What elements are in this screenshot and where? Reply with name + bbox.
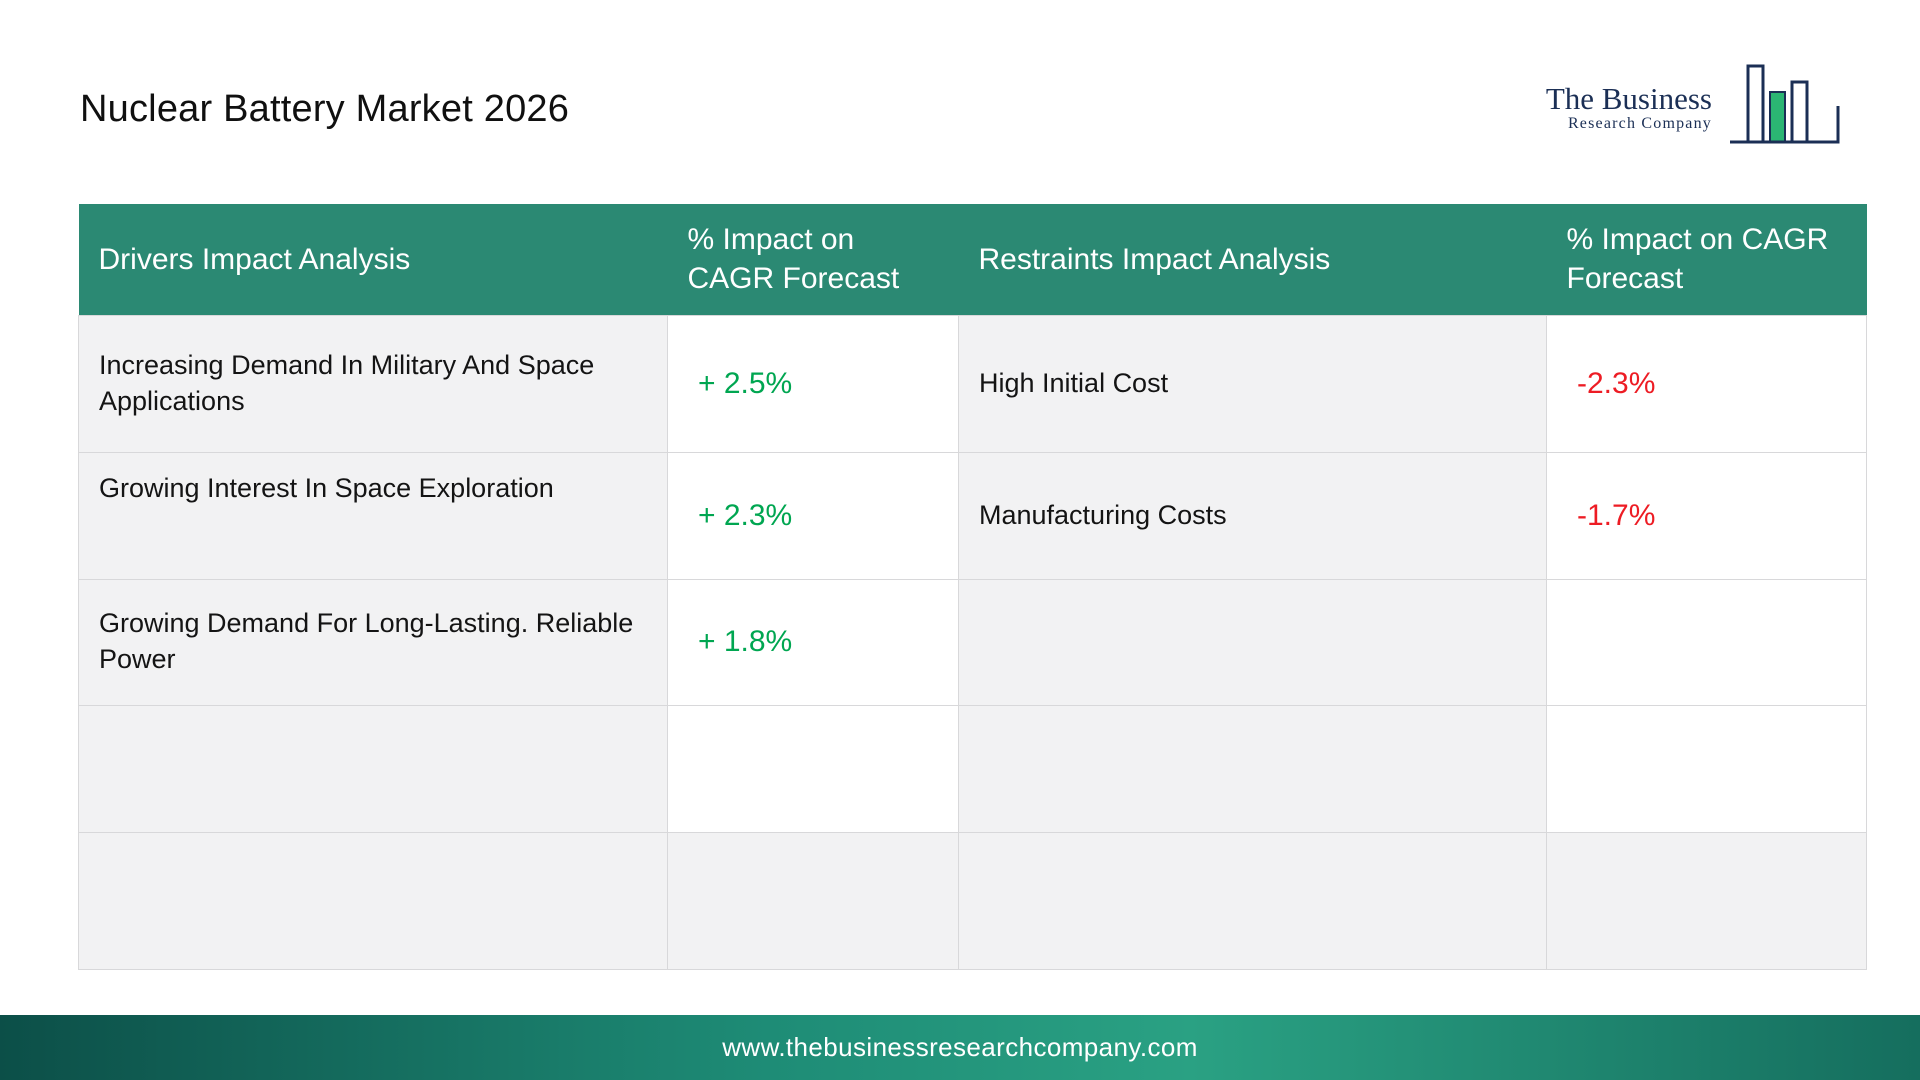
driver-cell: Growing Interest In Space Exploration (78, 451, 668, 580)
restraint-cell (958, 578, 1547, 706)
company-logo: The Business Research Company (1546, 62, 1840, 154)
driver-impact-cell: + 2.3% (667, 451, 959, 580)
driver-impact-cell: + 2.5% (667, 314, 959, 453)
driver-impact-cell (667, 831, 959, 970)
logo-line2: Research Company (1567, 114, 1712, 132)
table-row: Increasing Demand In Military And Space … (78, 314, 1867, 453)
driver-impact-cell (667, 704, 959, 833)
footer-url-link[interactable]: www.thebusinessresearchcompany.com (722, 1032, 1198, 1062)
restraint-cell (958, 704, 1547, 833)
col-header-restraints: Restraints Impact Analysis (958, 204, 1547, 315)
restraint-impact-cell (1546, 704, 1867, 833)
table-row (78, 831, 1867, 970)
company-logo-wordmark: The Business Research Company (1546, 83, 1712, 132)
driver-cell: Growing Demand For Long-Lasting. Reliabl… (78, 578, 668, 706)
restraint-impact-cell (1546, 578, 1867, 706)
logo-line1: The Business (1545, 81, 1712, 117)
page-title: Nuclear Battery Market 2026 (80, 88, 570, 130)
table-row (78, 704, 1867, 833)
col-header-drivers: Drivers Impact Analysis (78, 204, 668, 315)
col-header-restraints-impact: % Impact on CAGR Forecast (1546, 204, 1867, 315)
driver-impact-cell: + 1.8% (667, 578, 959, 706)
driver-cell (78, 704, 668, 833)
restraint-cell (958, 831, 1547, 970)
impact-analysis-table: Drivers Impact Analysis % Impact on CAGR… (78, 204, 1867, 970)
bar-chart-logo-icon (1730, 64, 1840, 144)
header-row: Drivers Impact Analysis % Impact on CAGR… (78, 204, 1867, 315)
restraint-impact-cell (1546, 831, 1867, 970)
driver-cell (78, 831, 668, 970)
table-row: Growing Interest In Space Exploration + … (78, 451, 1867, 580)
driver-cell: Increasing Demand In Military And Space … (78, 314, 668, 453)
col-header-drivers-impact: % Impact on CAGR Forecast (667, 204, 959, 315)
footer-bar: www.thebusinessresearchcompany.com (0, 1015, 1920, 1080)
impact-analysis-table-wrap: Drivers Impact Analysis % Impact on CAGR… (78, 204, 1867, 970)
table-row: Growing Demand For Long-Lasting. Reliabl… (78, 578, 1867, 706)
restraint-cell: Manufacturing Costs (958, 451, 1547, 580)
restraint-impact-cell: -1.7% (1546, 451, 1867, 580)
restraint-cell: High Initial Cost (958, 314, 1547, 453)
restraint-impact-cell: -2.3% (1546, 314, 1867, 453)
